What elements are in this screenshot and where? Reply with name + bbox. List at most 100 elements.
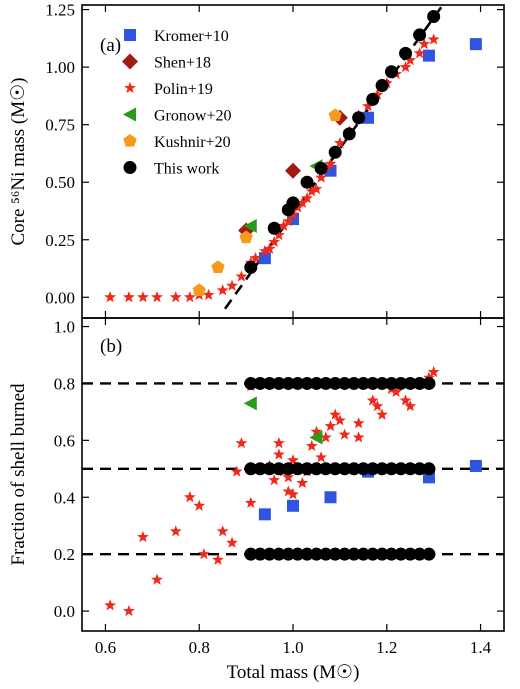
series-polin-19 [104,33,440,303]
data-point [169,525,182,537]
data-point [122,604,135,617]
legend-label: This work [154,161,219,178]
data-point [403,462,417,476]
data-point [338,376,352,390]
y-tick-label: 1.25 [45,1,75,20]
y-tick-label: 0.8 [54,374,75,393]
data-point [281,547,295,561]
y-tick-label: 0.4 [54,488,76,507]
legend-label: Kromer+10 [154,28,229,45]
data-point [319,376,333,390]
data-point [243,218,257,233]
data-point [244,496,257,508]
y-tick-label: 0.25 [45,231,75,250]
data-point [319,547,333,561]
data-point [193,499,206,511]
data-point [404,54,417,66]
data-point [309,376,323,390]
data-point [399,394,412,406]
data-point [413,547,427,561]
data-point [281,462,295,476]
data-point [137,530,149,543]
data-point [333,414,346,426]
data-point [258,252,271,265]
data-point [422,376,436,390]
y-tick-label: 0.0 [54,602,75,621]
data-point [362,111,375,124]
data-point [366,462,380,476]
data-point [366,547,380,561]
data-point [366,394,379,406]
data-point [394,376,408,390]
x-tick-label: 1.4 [470,638,492,657]
data-point [366,376,380,390]
data-point [371,400,384,412]
x-axis-title: Total mass (M☉) [227,662,360,683]
legend-marker [123,107,136,122]
data-point [329,408,342,420]
data-point [352,417,365,429]
data-point [300,462,314,476]
data-point [315,171,328,183]
data-point [253,547,267,561]
data-point [291,547,305,561]
data-point [352,431,365,443]
data-point [347,376,361,390]
data-point [183,291,196,303]
data-point [268,235,281,248]
legend: Kromer+10 Shen+18 Polin+19 Gronow+20 Kushnir… [122,28,231,178]
data-point [226,536,238,548]
data-point [413,376,427,390]
data-point [309,430,323,445]
data-point [413,47,426,59]
plot-frame [81,317,505,632]
data-point [286,196,300,210]
panel-tag: (b) [100,336,122,357]
data-point [310,182,323,195]
data-point [390,385,403,397]
data-point [183,491,196,503]
data-point [305,185,318,197]
legend-marker [124,29,136,41]
y-tick-label: 1.00 [45,58,75,77]
data-point [296,476,309,489]
data-point [375,462,389,476]
data-point [413,462,427,476]
data-point [356,376,370,390]
y-tick-label: 0.75 [45,116,75,135]
data-point [376,408,388,420]
data-point [310,425,323,437]
data-point [169,291,182,303]
data-point [267,221,281,235]
y-axis-title: Core ⁵⁶Ni mass (M☉) [8,77,29,245]
data-point [104,599,117,611]
data-point [268,473,281,486]
data-point [151,573,163,585]
data-point [319,462,333,476]
data-point [347,462,361,476]
data-point [263,242,276,254]
panel-top: 0.00 0.25 0.50 0.75 1.00 1.25 (a) Core ⁵⁶Ni mas… [8,1,505,319]
data-point [211,260,225,274]
data-point [253,376,267,390]
data-point [291,376,305,390]
panel-tag: (a) [100,35,121,56]
data-point [272,547,286,561]
data-point [151,291,163,303]
data-point [328,145,342,159]
data-point [272,376,286,390]
data-point [324,491,337,504]
data-point [422,547,436,561]
data-point [282,485,295,497]
x-tick-label: 0.8 [189,638,210,657]
data-point [328,108,342,122]
data-point [366,92,380,106]
data-point [427,10,441,24]
legend-marker [123,161,137,174]
data-point [235,437,248,449]
data-point [347,547,361,561]
data-point [281,376,295,390]
x-tick-label: 1.0 [282,638,303,657]
data-point [235,270,248,282]
